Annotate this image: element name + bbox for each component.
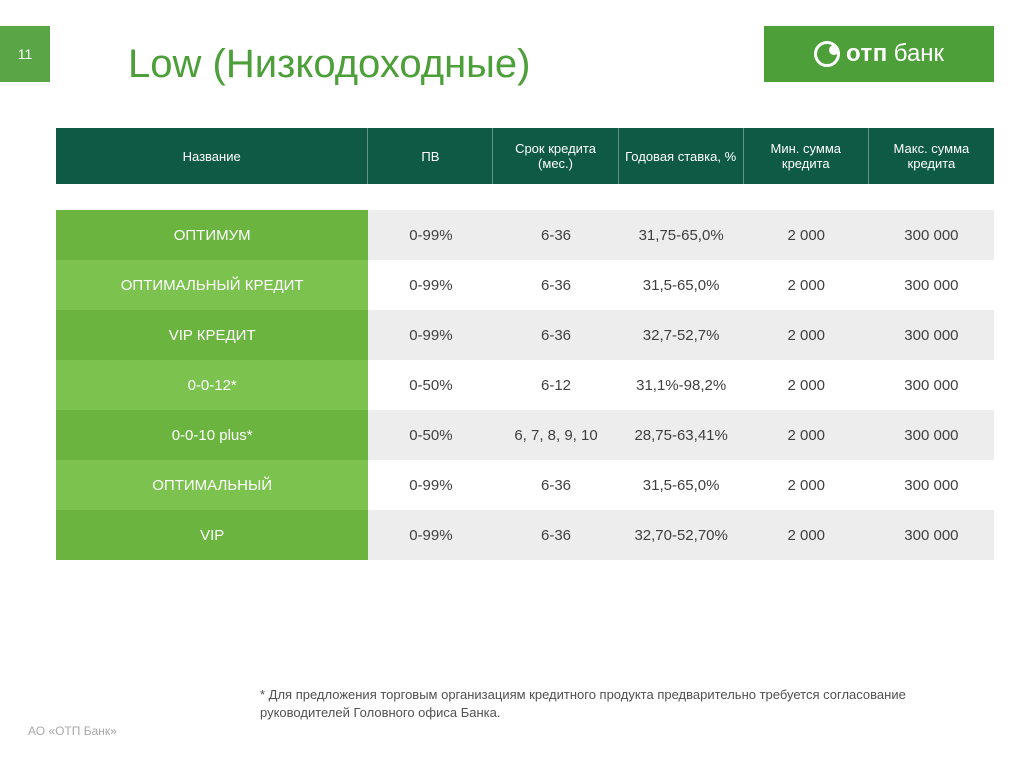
cell-name: ОПТИМАЛЬНЫЙ КРЕДИТ xyxy=(56,260,368,310)
cell-pv: 0-99% xyxy=(368,260,493,310)
cell-term: 6, 7, 8, 9, 10 xyxy=(493,410,618,460)
cell-name: ОПТИМАЛЬНЫЙ xyxy=(56,460,368,510)
cell-max: 300 000 xyxy=(869,410,994,460)
col-header-pv: ПВ xyxy=(368,128,493,184)
cell-max: 300 000 xyxy=(869,210,994,260)
bank-logo: отпбанк xyxy=(764,26,994,82)
table-row: ОПТИМАЛЬНЫЙ КРЕДИТ0-99%6-3631,5-65,0%2 0… xyxy=(56,260,994,310)
cell-name: VIP xyxy=(56,510,368,560)
cell-rate: 31,1%-98,2% xyxy=(619,360,744,410)
page-number-badge: 11 xyxy=(0,26,50,82)
credit-products-table: Название ПВ Срок кредита (мес.) Годовая … xyxy=(56,128,994,560)
cell-max: 300 000 xyxy=(869,510,994,560)
cell-min: 2 000 xyxy=(744,460,869,510)
cell-term: 6-36 xyxy=(493,310,618,360)
cell-term: 6-36 xyxy=(493,210,618,260)
table-row: VIP0-99%6-3632,70-52,70%2 000300 000 xyxy=(56,510,994,560)
table-row: 0-0-10 plus*0-50%6, 7, 8, 9, 1028,75-63,… xyxy=(56,410,994,460)
cell-max: 300 000 xyxy=(869,310,994,360)
otp-logo-icon xyxy=(814,41,840,67)
col-header-name: Название xyxy=(56,128,368,184)
cell-min: 2 000 xyxy=(744,360,869,410)
col-header-max: Макс. сумма кредита xyxy=(869,128,994,184)
cell-pv: 0-99% xyxy=(368,510,493,560)
cell-min: 2 000 xyxy=(744,410,869,460)
cell-pv: 0-99% xyxy=(368,310,493,360)
cell-name: 0-0-10 plus* xyxy=(56,410,368,460)
logo-text-light: банк xyxy=(894,40,944,68)
cell-name: VIP КРЕДИТ xyxy=(56,310,368,360)
cell-name: ОПТИМУМ xyxy=(56,210,368,260)
table-row: ОПТИМАЛЬНЫЙ0-99%6-3631,5-65,0%2 000300 0… xyxy=(56,460,994,510)
cell-min: 2 000 xyxy=(744,260,869,310)
footnote: * Для предложения торговым организациям … xyxy=(260,686,980,722)
table-row: VIP КРЕДИТ0-99%6-3632,7-52,7%2 000300 00… xyxy=(56,310,994,360)
cell-pv: 0-99% xyxy=(368,460,493,510)
cell-term: 6-36 xyxy=(493,510,618,560)
table-header-row: Название ПВ Срок кредита (мес.) Годовая … xyxy=(56,128,994,184)
cell-pv: 0-50% xyxy=(368,360,493,410)
col-header-term: Срок кредита (мес.) xyxy=(493,128,618,184)
cell-pv: 0-99% xyxy=(368,210,493,260)
cell-max: 300 000 xyxy=(869,360,994,410)
cell-rate: 31,5-65,0% xyxy=(619,260,744,310)
page-title: Low (Низкодоходные) xyxy=(128,42,531,87)
footer-company: АО «ОТП Банк» xyxy=(28,724,117,738)
cell-name: 0-0-12* xyxy=(56,360,368,410)
cell-term: 6-12 xyxy=(493,360,618,410)
col-header-min: Мин. сумма кредита xyxy=(744,128,869,184)
cell-rate: 28,75-63,41% xyxy=(619,410,744,460)
col-header-rate: Годовая ставка, % xyxy=(619,128,744,184)
cell-rate: 32,7-52,7% xyxy=(619,310,744,360)
cell-max: 300 000 xyxy=(869,460,994,510)
cell-max: 300 000 xyxy=(869,260,994,310)
cell-rate: 31,75-65,0% xyxy=(619,210,744,260)
cell-min: 2 000 xyxy=(744,210,869,260)
logo-text-bold: отп xyxy=(846,40,888,68)
cell-min: 2 000 xyxy=(744,510,869,560)
table-row: 0-0-12*0-50%6-1231,1%-98,2%2 000300 000 xyxy=(56,360,994,410)
cell-min: 2 000 xyxy=(744,310,869,360)
cell-rate: 31,5-65,0% xyxy=(619,460,744,510)
cell-term: 6-36 xyxy=(493,460,618,510)
cell-rate: 32,70-52,70% xyxy=(619,510,744,560)
table-row: ОПТИМУМ0-99%6-3631,75-65,0%2 000300 000 xyxy=(56,210,994,260)
cell-pv: 0-50% xyxy=(368,410,493,460)
cell-term: 6-36 xyxy=(493,260,618,310)
